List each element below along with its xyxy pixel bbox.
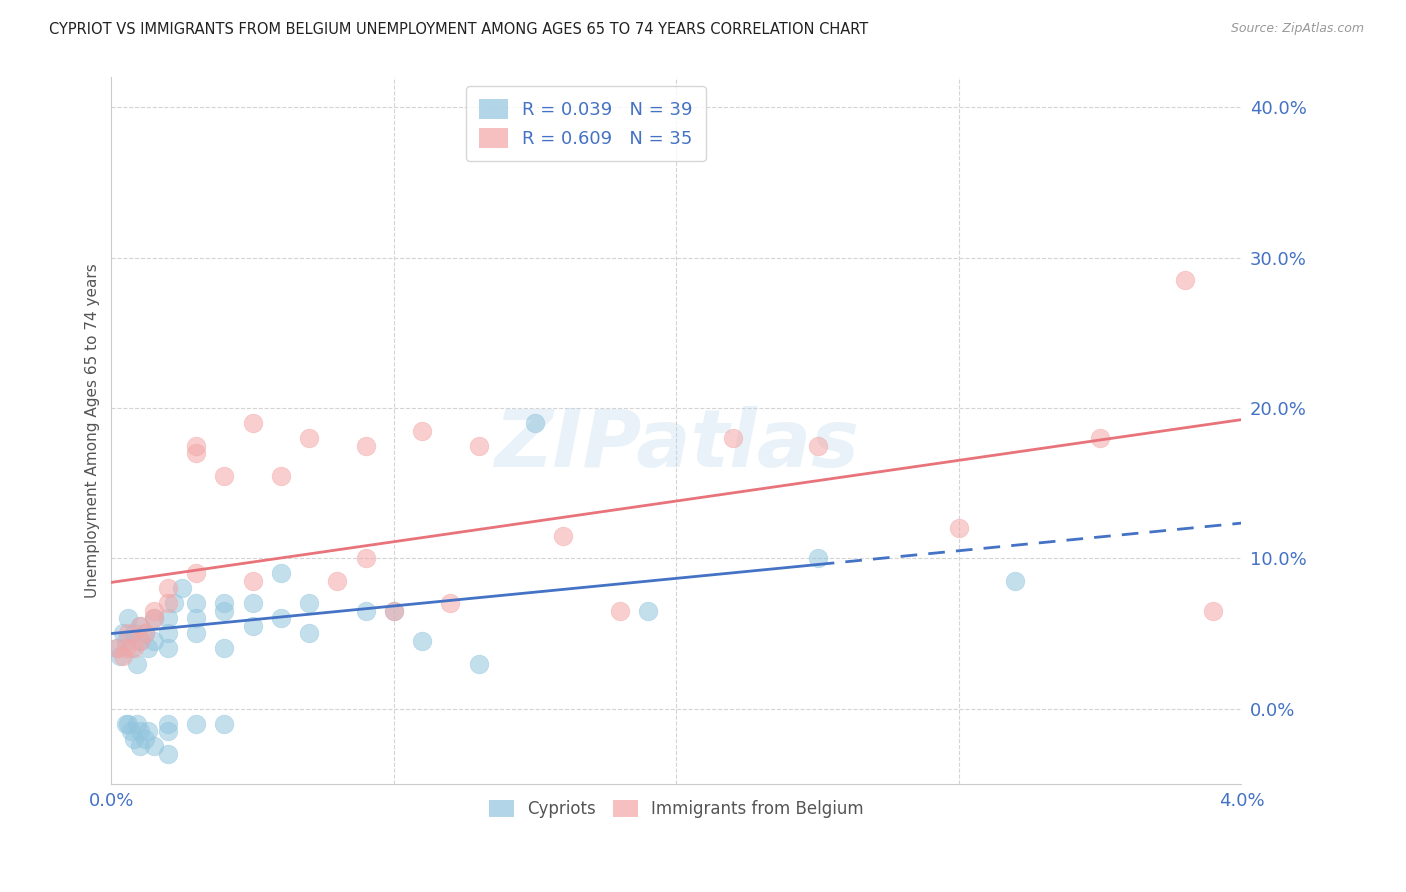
Point	[439, 596, 461, 610]
Point	[186, 611, 208, 625]
Point	[114, 716, 136, 731]
Point	[354, 439, 377, 453]
Point	[467, 657, 489, 671]
Point	[125, 657, 148, 671]
Point	[134, 626, 156, 640]
Point	[214, 716, 236, 731]
Text: ZIPatlas: ZIPatlas	[494, 406, 859, 483]
Point	[214, 468, 236, 483]
Point	[214, 641, 236, 656]
Point	[721, 431, 744, 445]
Point	[156, 596, 179, 610]
Point	[270, 566, 292, 581]
Point	[609, 604, 631, 618]
Point	[948, 521, 970, 535]
Point	[524, 416, 547, 430]
Point	[242, 596, 264, 610]
Point	[122, 641, 145, 656]
Point	[1004, 574, 1026, 588]
Point	[156, 626, 179, 640]
Point	[156, 641, 179, 656]
Point	[122, 626, 145, 640]
Point	[186, 626, 208, 640]
Point	[354, 551, 377, 566]
Point	[807, 551, 830, 566]
Point	[142, 739, 165, 754]
Point	[270, 611, 292, 625]
Point	[120, 641, 142, 656]
Point	[637, 604, 659, 618]
Legend: Cypriots, Immigrants from Belgium: Cypriots, Immigrants from Belgium	[482, 793, 870, 825]
Point	[142, 604, 165, 618]
Point	[186, 566, 208, 581]
Text: CYPRIOT VS IMMIGRANTS FROM BELGIUM UNEMPLOYMENT AMONG AGES 65 TO 74 YEARS CORREL: CYPRIOT VS IMMIGRANTS FROM BELGIUM UNEMP…	[49, 22, 869, 37]
Point	[298, 626, 321, 640]
Point	[186, 439, 208, 453]
Point	[270, 468, 292, 483]
Point	[142, 634, 165, 648]
Point	[134, 626, 156, 640]
Point	[105, 641, 128, 656]
Point	[354, 604, 377, 618]
Point	[156, 611, 179, 625]
Point	[108, 648, 131, 663]
Point	[186, 716, 208, 731]
Point	[214, 596, 236, 610]
Point	[120, 724, 142, 739]
Point	[242, 416, 264, 430]
Point	[142, 611, 165, 625]
Point	[105, 641, 128, 656]
Point	[134, 731, 156, 746]
Point	[411, 634, 433, 648]
Point	[136, 724, 159, 739]
Point	[807, 439, 830, 453]
Point	[156, 716, 179, 731]
Point	[242, 619, 264, 633]
Point	[156, 582, 179, 596]
Point	[142, 611, 165, 625]
Point	[170, 582, 193, 596]
Point	[156, 724, 179, 739]
Point	[411, 424, 433, 438]
Point	[467, 439, 489, 453]
Point	[128, 724, 150, 739]
Point	[128, 619, 150, 633]
Point	[128, 634, 150, 648]
Point	[1088, 431, 1111, 445]
Point	[162, 596, 184, 610]
Point	[298, 596, 321, 610]
Point	[156, 747, 179, 761]
Point	[186, 596, 208, 610]
Point	[553, 529, 575, 543]
Point	[298, 431, 321, 445]
Point	[214, 604, 236, 618]
Point	[128, 619, 150, 633]
Point	[111, 648, 134, 663]
Point	[114, 641, 136, 656]
Point	[117, 716, 139, 731]
Point	[122, 731, 145, 746]
Point	[128, 739, 150, 754]
Point	[382, 604, 405, 618]
Point	[111, 626, 134, 640]
Point	[1174, 273, 1197, 287]
Point	[382, 604, 405, 618]
Point	[242, 574, 264, 588]
Point	[114, 634, 136, 648]
Y-axis label: Unemployment Among Ages 65 to 74 years: Unemployment Among Ages 65 to 74 years	[86, 263, 100, 598]
Point	[117, 626, 139, 640]
Point	[125, 716, 148, 731]
Point	[136, 641, 159, 656]
Point	[117, 611, 139, 625]
Point	[128, 634, 150, 648]
Text: Source: ZipAtlas.com: Source: ZipAtlas.com	[1230, 22, 1364, 36]
Point	[326, 574, 349, 588]
Point	[1202, 604, 1225, 618]
Point	[186, 446, 208, 460]
